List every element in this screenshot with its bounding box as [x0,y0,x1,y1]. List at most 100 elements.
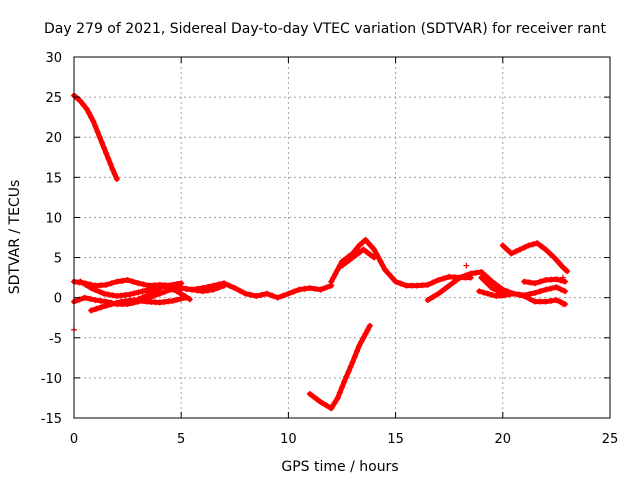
data-point [103,281,110,288]
data-point [508,250,515,257]
data-point [480,289,487,296]
data-point [80,102,87,109]
data-point [346,257,353,264]
data-point [129,278,136,285]
data-point [135,289,142,296]
data-point [553,284,560,291]
data-point [81,294,88,301]
data-point [439,287,446,294]
x-tick-label: 25 [602,432,619,447]
data-point [419,282,426,289]
data-point [87,295,94,302]
data-point [296,286,303,293]
data-point [356,249,363,256]
data-point [285,290,292,297]
data-point [542,246,549,253]
data-point [556,260,563,267]
data-point [362,330,369,337]
data-point [484,290,491,297]
data-point [494,287,501,294]
data-point [162,288,169,295]
data-point [247,291,254,298]
data-point [92,123,99,130]
data-point [542,298,549,305]
data-point [188,286,195,293]
data-point [489,291,496,298]
data-point [322,402,329,409]
data-point [377,258,384,265]
data-point [537,288,544,295]
data-point [313,396,320,403]
data-point [242,290,249,297]
data-point [221,282,228,289]
data-point [124,277,131,284]
data-point [101,144,108,151]
data-point [367,251,374,258]
data-point [453,277,460,284]
x-tick-label: 10 [280,432,297,447]
data-point [499,242,506,249]
data-point [306,285,313,292]
data-point [414,282,421,289]
data-point [542,277,549,284]
data-point [210,286,217,293]
data-point [97,282,104,289]
data-point [331,400,338,407]
data-point [332,270,339,277]
data-point [485,281,492,288]
data-point [113,278,120,285]
data-point [440,275,447,282]
y-tick-label: 15 [45,171,62,186]
data-point [435,277,442,284]
data-points [71,92,571,412]
data-point [108,301,115,308]
data-point [339,262,345,269]
data-point [339,384,345,391]
data-point [330,274,337,281]
data-point [263,290,270,297]
data-point [478,274,485,281]
y-axis-label: SDTVAR / TECUs [7,180,23,295]
data-point [336,389,343,396]
plot-frame [73,56,611,419]
data-point [403,282,410,289]
data-point [334,394,341,401]
y-tick-label: 30 [45,51,62,66]
data-point [226,282,233,289]
data-point [103,150,110,157]
data-point [328,278,335,285]
data-point [317,398,324,405]
y-tick-label: 0 [54,292,62,307]
data-point [446,273,453,280]
data-point [430,293,437,300]
data-point [358,338,365,345]
data-point [119,277,126,284]
data-point [510,290,517,297]
data-point [516,246,523,253]
data-point [74,95,81,102]
data-point [537,278,544,285]
data-point [548,276,555,283]
data-point [152,287,159,294]
data-point [96,288,103,295]
data-point [561,278,568,285]
data-point [82,281,89,288]
data-point [553,276,560,283]
data-point [359,239,366,246]
data-point [178,280,185,287]
data-point [360,246,367,253]
data-point [485,275,492,282]
data-point [111,171,118,178]
data-point [205,287,211,294]
data-point [258,291,265,298]
data-point [101,290,108,297]
data-point [559,301,566,308]
y-tick-label: -10 [41,372,62,387]
data-point [312,285,319,292]
y-tick-label: 20 [45,131,62,146]
data-point [77,98,84,105]
data-point [178,290,185,297]
data-point [534,240,541,247]
data-point [456,274,463,281]
data-point [342,259,349,266]
